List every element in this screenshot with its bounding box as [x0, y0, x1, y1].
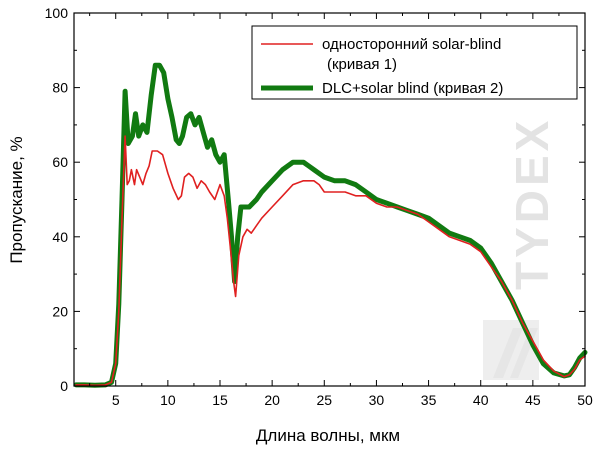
tydex-watermark: TYDEX: [483, 117, 558, 380]
legend: односторонний solar-blind (кривая 1) DLC…: [251, 25, 578, 100]
y-tick-label: 100: [45, 5, 69, 21]
x-tick-label: 20: [264, 392, 280, 408]
x-tick-label: 10: [160, 392, 176, 408]
series-1-line: [75, 135, 586, 387]
legend-label-series-1-line-1: односторонний solar-blind: [322, 36, 501, 53]
y-tick-label: 20: [52, 303, 68, 319]
series-2-line: [73, 62, 588, 388]
x-tick-label: 15: [212, 392, 228, 408]
tick-labels: 5 10 15 20 25 30 35 40 45 50 0 20 40 60 80 100: [45, 5, 593, 408]
watermark-text: TYDEX: [506, 117, 558, 290]
y-tick-label: 80: [52, 80, 68, 96]
x-tick-label: 35: [421, 392, 437, 408]
axes: [73, 12, 586, 387]
plot-area: [73, 62, 588, 388]
legend-label-series-2: DLC+solar blind (кривая 2): [322, 80, 503, 97]
x-axis-label: Длина волны, мкм: [256, 426, 400, 445]
x-tick-label: 50: [577, 392, 593, 408]
y-tick-label: 0: [60, 378, 68, 394]
y-tick-label: 60: [52, 154, 68, 170]
x-tick-label: 25: [316, 392, 332, 408]
y-tick-label: 40: [52, 229, 68, 245]
legend-label-series-1-line-2: (кривая 1): [327, 56, 397, 73]
x-tick-label: 30: [369, 392, 385, 408]
watermark-logo-icon: [483, 320, 539, 380]
x-tick-label: 45: [525, 392, 541, 408]
y-axis-label: Пропускание, %: [7, 136, 26, 263]
x-tick-label: 5: [112, 392, 120, 408]
x-tick-label: 40: [473, 392, 489, 408]
